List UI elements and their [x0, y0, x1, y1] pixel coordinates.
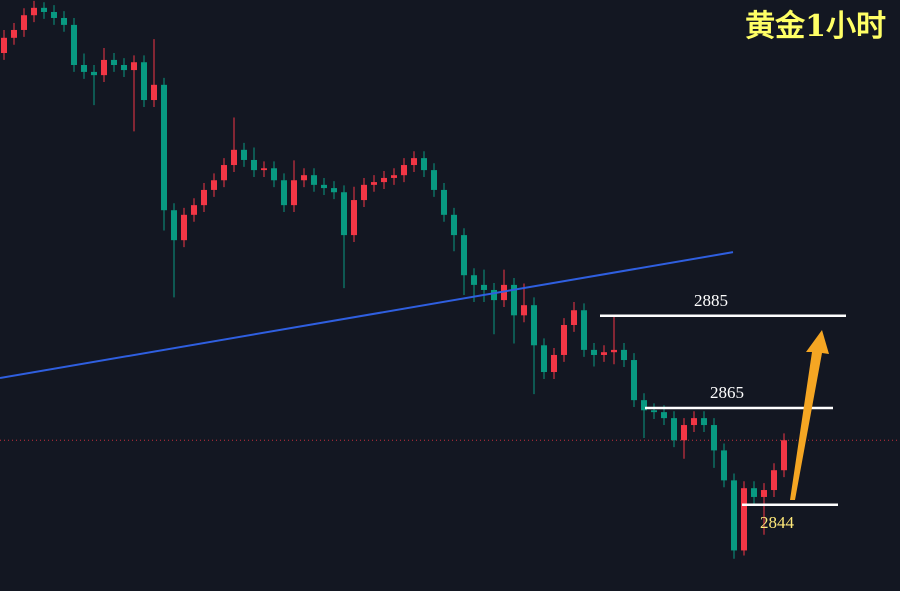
candle-body — [381, 177, 387, 183]
candle-body — [271, 168, 277, 181]
candle-body — [101, 59, 107, 76]
candle-body — [241, 149, 247, 160]
candle-body — [691, 418, 697, 426]
candle-body — [51, 11, 57, 18]
candle-body — [491, 289, 497, 301]
candle-body — [151, 84, 157, 101]
candle-body — [611, 349, 617, 353]
candle-body — [591, 349, 597, 355]
candle-body — [521, 305, 527, 316]
candle-body — [511, 284, 517, 316]
arrow — [790, 330, 829, 500]
candle-body — [741, 488, 747, 551]
candle-body — [61, 17, 67, 25]
candle-body — [531, 305, 537, 346]
candle-body — [781, 440, 787, 471]
candle-body — [231, 149, 237, 166]
candle-body — [181, 214, 187, 241]
candle-body — [291, 180, 297, 206]
candle-body — [761, 490, 767, 497]
level-label: 2865 — [710, 383, 744, 402]
candle-body — [441, 189, 447, 215]
candle-body — [681, 425, 687, 441]
candle-body — [621, 349, 627, 361]
candle-body — [481, 284, 487, 290]
candle-body — [641, 400, 647, 411]
candle-body — [281, 180, 287, 206]
candle-body — [341, 192, 347, 236]
candle-body — [141, 62, 147, 101]
candle-body — [161, 84, 167, 211]
candle-body — [111, 59, 117, 66]
chart-title: 黄金1小时 — [745, 9, 886, 44]
candle-body — [751, 488, 757, 497]
candle-body — [401, 165, 407, 176]
candle-body — [651, 410, 657, 413]
candle-body — [631, 360, 637, 401]
candle-body — [261, 168, 267, 171]
candle-body — [421, 158, 427, 171]
candle-body — [1, 37, 7, 54]
candle-body — [571, 310, 577, 326]
candle-body — [311, 175, 317, 185]
candle-body — [171, 210, 177, 241]
candle-body — [551, 354, 557, 373]
candle-body — [201, 189, 207, 206]
candle-body — [321, 184, 327, 189]
candle-body — [31, 7, 37, 16]
candle-body — [721, 450, 727, 481]
candle-body — [251, 159, 257, 171]
candle-body — [461, 235, 467, 276]
level-label: 2885 — [694, 291, 728, 310]
candle-body — [371, 182, 377, 185]
candle-body — [561, 325, 567, 355]
candle-body — [361, 184, 367, 201]
candle-body — [21, 15, 27, 30]
candle-body — [431, 170, 437, 190]
candle-body — [191, 205, 197, 215]
candle-body — [91, 71, 97, 76]
candle-body — [121, 65, 127, 71]
candle-body — [731, 480, 737, 551]
candle-body — [411, 158, 417, 166]
candle-body — [661, 412, 667, 419]
candle-body — [701, 418, 707, 426]
candle-body — [131, 62, 137, 71]
candle-body — [771, 470, 777, 491]
candle-body — [671, 418, 677, 441]
candle-body — [11, 29, 17, 38]
candle-body — [391, 175, 397, 178]
candle-body — [41, 7, 47, 12]
candle-body — [331, 188, 337, 193]
candle-body — [221, 165, 227, 181]
candle-body — [471, 275, 477, 285]
candle-body — [211, 180, 217, 190]
candle-body — [601, 352, 607, 355]
level-label: 2844 — [760, 513, 795, 532]
candle-body — [581, 310, 587, 350]
candle-body — [711, 425, 717, 451]
candle-body — [451, 214, 457, 236]
candle-body — [541, 345, 547, 373]
candle-body — [71, 24, 77, 66]
candle-body — [301, 175, 307, 181]
trendline — [0, 251, 734, 380]
candle-body — [81, 65, 87, 72]
candle-body — [501, 284, 507, 301]
candle-body — [351, 200, 357, 236]
